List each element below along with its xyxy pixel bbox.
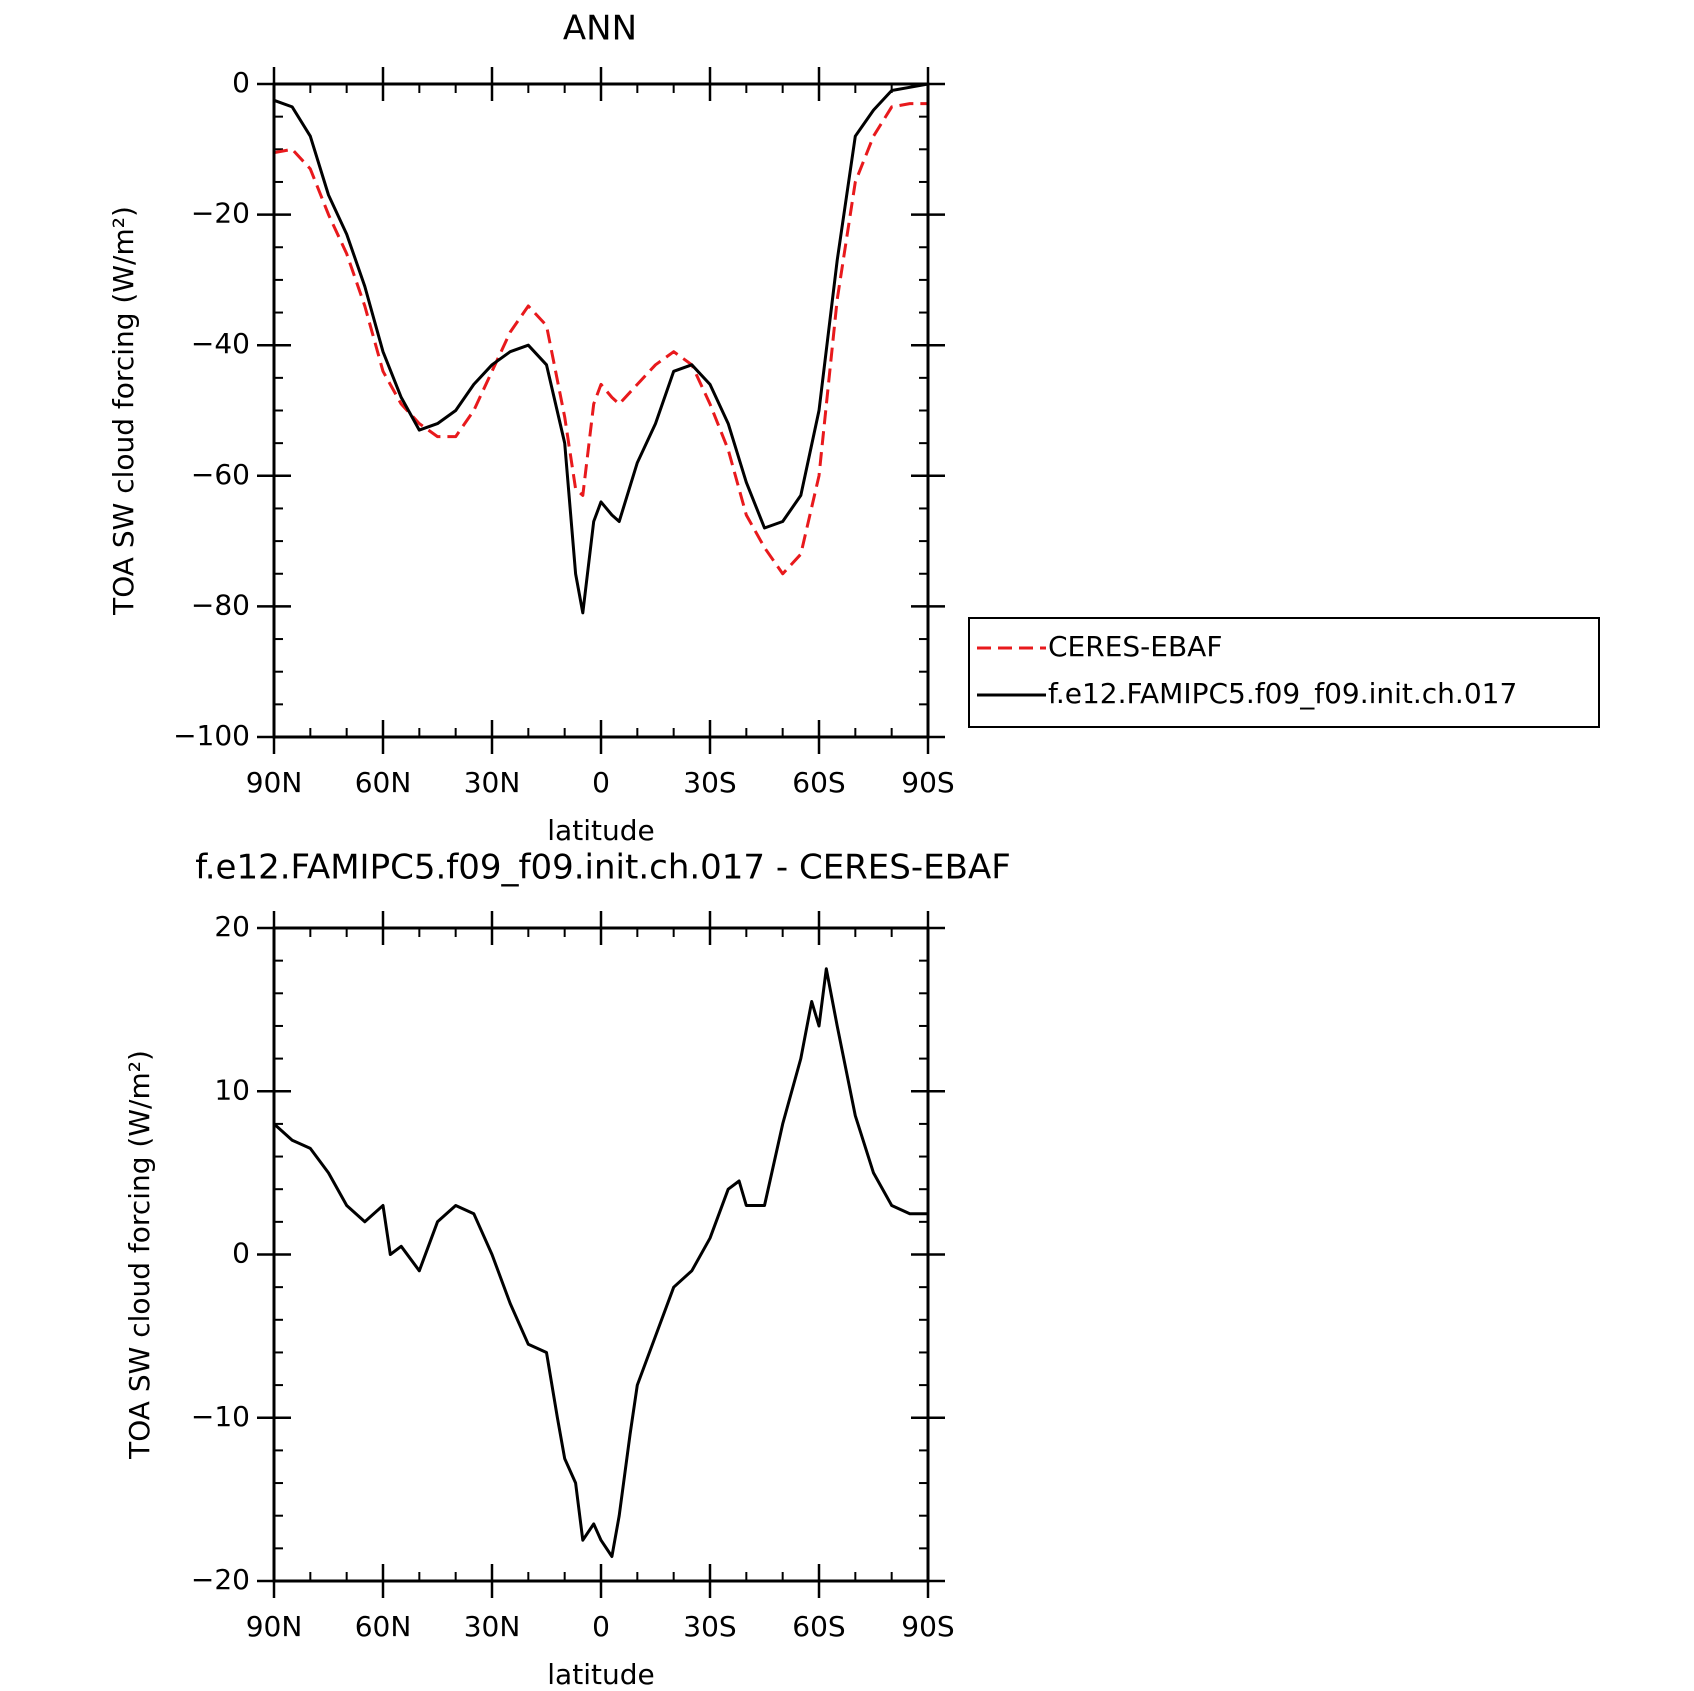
y-tick-label: −20 xyxy=(191,1563,250,1596)
x-tick-label: 90N xyxy=(246,1610,303,1643)
x-tick-label: 60N xyxy=(355,766,412,799)
legend-box xyxy=(968,617,1600,728)
y-tick-label: 0 xyxy=(232,1237,250,1270)
chart-title: f.e12.FAMIPC5.f09_f09.init.ch.017 - CERE… xyxy=(195,848,1011,888)
data-line xyxy=(273,102,928,576)
x-axis-label: latitude xyxy=(547,814,654,847)
legend-label: CERES-EBAF xyxy=(1048,630,1222,663)
chart-title: ANN xyxy=(563,9,637,49)
x-tick-label: 0 xyxy=(592,766,610,799)
y-tick-label: −40 xyxy=(191,327,250,360)
x-tick-label: 90N xyxy=(246,766,303,799)
legend-label: f.e12.FAMIPC5.f09_f09.init.ch.017 xyxy=(1048,677,1517,710)
x-tick-label: 60S xyxy=(792,766,845,799)
x-axis-label: latitude xyxy=(547,1658,654,1691)
x-tick-label: 60S xyxy=(792,1610,845,1643)
y-tick-label: −100 xyxy=(173,719,250,752)
x-tick-label: 30S xyxy=(683,766,736,799)
x-tick-label: 30S xyxy=(683,1610,736,1643)
x-tick-label: 30N xyxy=(464,766,521,799)
y-axis-label: TOA SW cloud forcing (W/m²) xyxy=(107,206,140,616)
y-tick-label: −20 xyxy=(191,197,250,230)
data-line xyxy=(272,967,928,1558)
y-tick-label: 0 xyxy=(232,66,250,99)
x-tick-label: 30N xyxy=(464,1610,521,1643)
data-line xyxy=(273,82,929,615)
y-tick-label: −10 xyxy=(191,1400,250,1433)
y-tick-label: −60 xyxy=(191,458,250,491)
plot-frame xyxy=(272,82,930,739)
plot-frame xyxy=(272,926,930,1583)
y-axis-label: TOA SW cloud forcing (W/m²) xyxy=(123,1050,156,1460)
y-tick-label: 20 xyxy=(214,910,250,943)
x-tick-label: 0 xyxy=(592,1610,610,1643)
x-tick-label: 60N xyxy=(355,1610,412,1643)
x-tick-label: 90S xyxy=(901,766,954,799)
y-tick-label: 10 xyxy=(214,1073,250,1106)
y-tick-label: −80 xyxy=(191,588,250,621)
x-tick-label: 90S xyxy=(901,1610,954,1643)
